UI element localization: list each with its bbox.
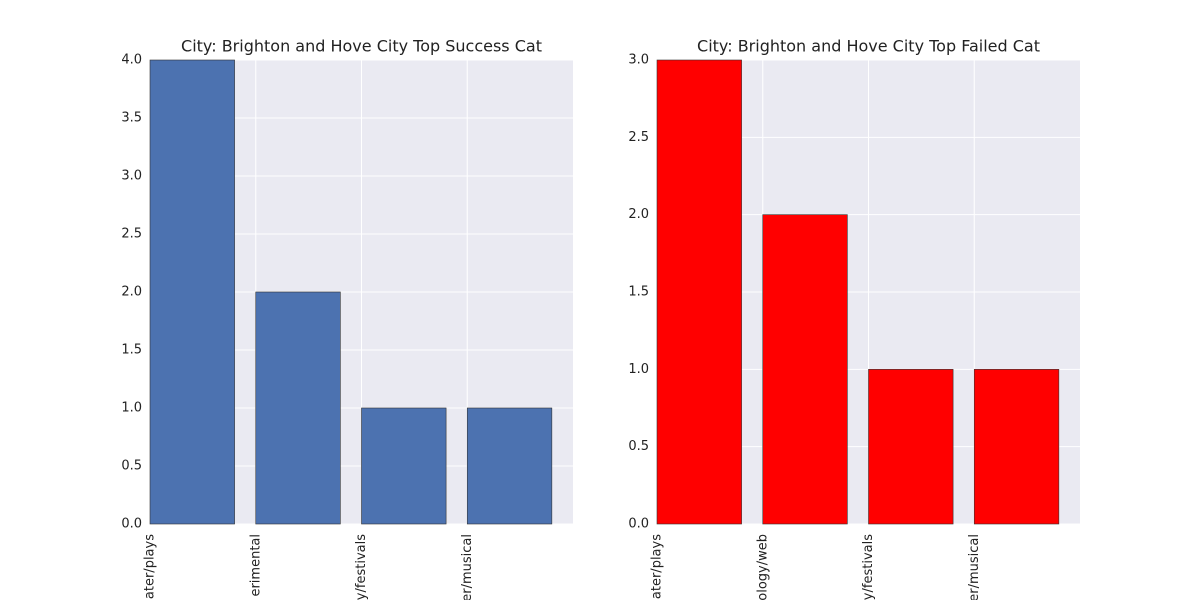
- bar: [973, 369, 1060, 525]
- chart-title: City: Brighton and Hove City Top Success…: [181, 37, 542, 56]
- y-tick-label: 2.5: [121, 227, 142, 242]
- y-tick-label: 4.0: [121, 53, 142, 68]
- x-tick-label: y/festivals: [354, 534, 369, 600]
- x-tick-label: ater/plays: [143, 534, 158, 599]
- y-tick-label: 0.5: [628, 439, 649, 454]
- y-tick-label: 1.0: [628, 362, 649, 377]
- y-tick-label: 1.5: [628, 285, 649, 300]
- x-tick-label: ater/plays: [650, 534, 665, 599]
- bar: [149, 59, 235, 525]
- x-tick-label: ology/web: [755, 534, 770, 600]
- bar: [868, 369, 954, 525]
- chart-title: City: Brighton and Hove City Top Failed …: [697, 37, 1040, 56]
- y-tick-label: 3.5: [121, 111, 142, 126]
- y-tick-label: 2.5: [628, 130, 649, 145]
- bar: [656, 59, 742, 525]
- y-tick-label: 2.0: [628, 207, 649, 222]
- y-tick-label: 1.5: [121, 343, 142, 358]
- y-tick-label: 0.0: [121, 517, 142, 532]
- bar: [762, 214, 848, 525]
- bar: [466, 407, 553, 525]
- y-tick-label: 0.5: [121, 459, 142, 474]
- x-tick-label: er/musical: [460, 534, 475, 600]
- x-tick-label: y/festivals: [861, 534, 876, 600]
- y-tick-label: 2.0: [121, 285, 142, 300]
- y-tick-label: 0.0: [628, 517, 649, 532]
- x-tick-label: erimental: [248, 534, 263, 597]
- bar: [255, 291, 341, 525]
- y-tick-label: 3.0: [628, 53, 649, 68]
- y-tick-label: 1.0: [121, 401, 142, 416]
- x-tick-label: er/musical: [967, 534, 982, 600]
- y-tick-label: 3.0: [121, 169, 142, 184]
- bar: [361, 407, 447, 525]
